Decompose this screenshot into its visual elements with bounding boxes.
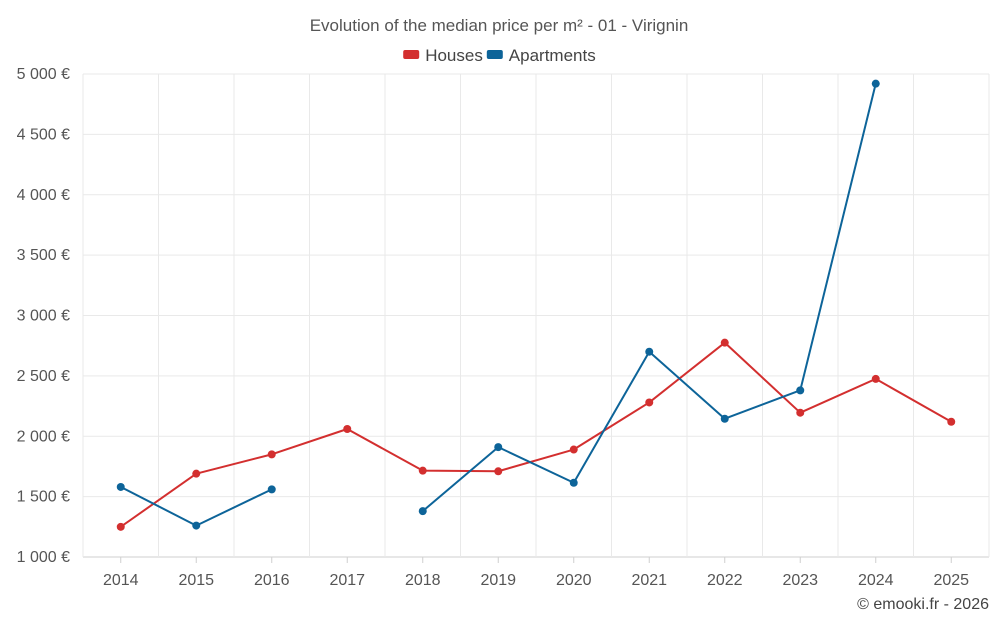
x-tick-label: 2024 xyxy=(858,572,894,589)
data-point-apartments-2023 xyxy=(796,386,805,395)
series-line-houses xyxy=(120,341,952,528)
y-tick-label: 4 500 € xyxy=(17,126,70,143)
data-point-apartments-2019 xyxy=(494,443,503,452)
y-tick-label: 5 000 € xyxy=(17,66,70,83)
x-axis: 2014 2015 2016 2017 2018 2019 2020 2021 2022 2023… xyxy=(103,557,969,589)
data-point-apartments-2024 xyxy=(871,79,880,88)
data-point-houses-2019 xyxy=(494,467,503,476)
grid-lines xyxy=(82,73,990,558)
x-tick-label: 2015 xyxy=(178,572,214,589)
data-point-apartments-2016 xyxy=(267,485,276,494)
x-tick-label: 2016 xyxy=(254,572,290,589)
data-point-houses-2015 xyxy=(192,469,201,478)
legend-swatch-houses xyxy=(403,50,420,59)
y-tick-label: 2 000 € xyxy=(17,428,70,445)
legend-label-houses: Houses xyxy=(425,46,483,65)
legend: Houses Apartments xyxy=(403,46,596,65)
x-tick-label: 2014 xyxy=(103,572,139,589)
data-point-houses-2016 xyxy=(267,450,276,459)
data-point-apartments-2015 xyxy=(192,521,201,530)
data-point-houses-2024 xyxy=(871,374,880,383)
legend-swatch-apartments xyxy=(486,50,503,59)
y-tick-label: 3 500 € xyxy=(17,247,70,264)
data-point-apartments-2014 xyxy=(116,482,125,491)
y-tick-label: 2 500 € xyxy=(17,368,70,385)
data-point-apartments-2022 xyxy=(720,414,729,423)
data-point-apartments-2018 xyxy=(418,507,427,516)
x-tick-label: 2020 xyxy=(556,572,592,589)
data-point-houses-2025 xyxy=(947,417,956,426)
y-axis: 1 000 € 1 500 € 2 000 € 2 500 € 3 000 € 3 500… xyxy=(17,66,70,566)
x-tick-label: 2017 xyxy=(329,572,365,589)
x-tick-label: 2021 xyxy=(631,572,667,589)
x-tick-label: 2023 xyxy=(782,572,818,589)
data-point-houses-2014 xyxy=(116,522,125,531)
y-tick-label: 1 000 € xyxy=(17,549,70,566)
data-point-houses-2017 xyxy=(343,425,352,434)
y-tick-label: 1 500 € xyxy=(17,489,70,506)
series-line-apartments xyxy=(422,83,877,512)
series-line-apartments xyxy=(120,486,273,527)
data-point-houses-2023 xyxy=(796,408,805,417)
y-tick-label: 4 000 € xyxy=(17,187,70,204)
x-tick-label: 2022 xyxy=(707,572,743,589)
data-point-apartments-2021 xyxy=(645,347,654,356)
x-tick-label: 2018 xyxy=(405,572,441,589)
legend-label-apartments: Apartments xyxy=(509,46,596,65)
series-layer xyxy=(116,79,956,531)
x-tick-label: 2019 xyxy=(480,572,516,589)
data-point-apartments-2020 xyxy=(569,478,578,487)
data-point-houses-2022 xyxy=(720,338,729,347)
chart-title: Evolution of the median price per m² - 0… xyxy=(310,16,689,35)
x-tick-label: 2025 xyxy=(933,572,969,589)
data-point-houses-2021 xyxy=(645,398,654,407)
data-point-houses-2018 xyxy=(418,466,427,475)
data-point-houses-2020 xyxy=(569,445,578,454)
y-tick-label: 3 000 € xyxy=(17,308,70,325)
credit-text: © emooki.fr - 2026 xyxy=(857,596,989,613)
